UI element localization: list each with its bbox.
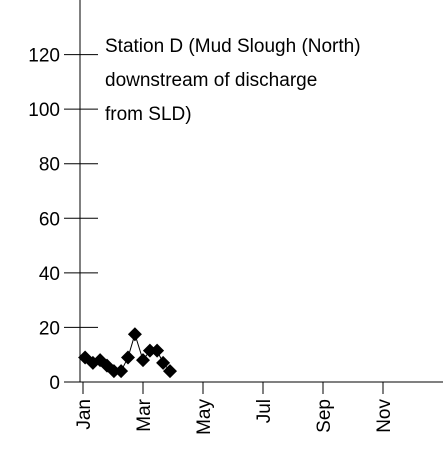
y-tick-label: 120 [28, 46, 60, 67]
y-tick-label: 0 [49, 373, 60, 394]
marker [114, 364, 129, 379]
x-tick-label: Nov [374, 399, 395, 433]
annotation: downstream of discharge [105, 70, 317, 91]
marker [142, 343, 157, 358]
y-tick-label: 20 [39, 318, 60, 339]
y-tick-label: 80 [39, 155, 60, 176]
marker [156, 355, 171, 370]
marker [136, 353, 150, 368]
annotation: Station D (Mud Slough (North) [105, 36, 361, 57]
marker [163, 364, 177, 379]
marker [150, 343, 165, 358]
x-tick-label: Sep [314, 399, 335, 433]
marker [106, 364, 121, 379]
x-tick-label: Jul [254, 399, 275, 423]
x-tick-label: Jan [74, 399, 95, 430]
annotation: from SLD) [105, 104, 192, 125]
marker [121, 350, 135, 365]
marker [127, 327, 142, 342]
y-tick-label: 100 [28, 100, 60, 121]
x-tick-label: Mar [134, 398, 155, 431]
y-tick-label: 60 [39, 209, 60, 230]
x-tick-label: May [194, 399, 215, 435]
y-tick-label: 40 [39, 264, 60, 285]
